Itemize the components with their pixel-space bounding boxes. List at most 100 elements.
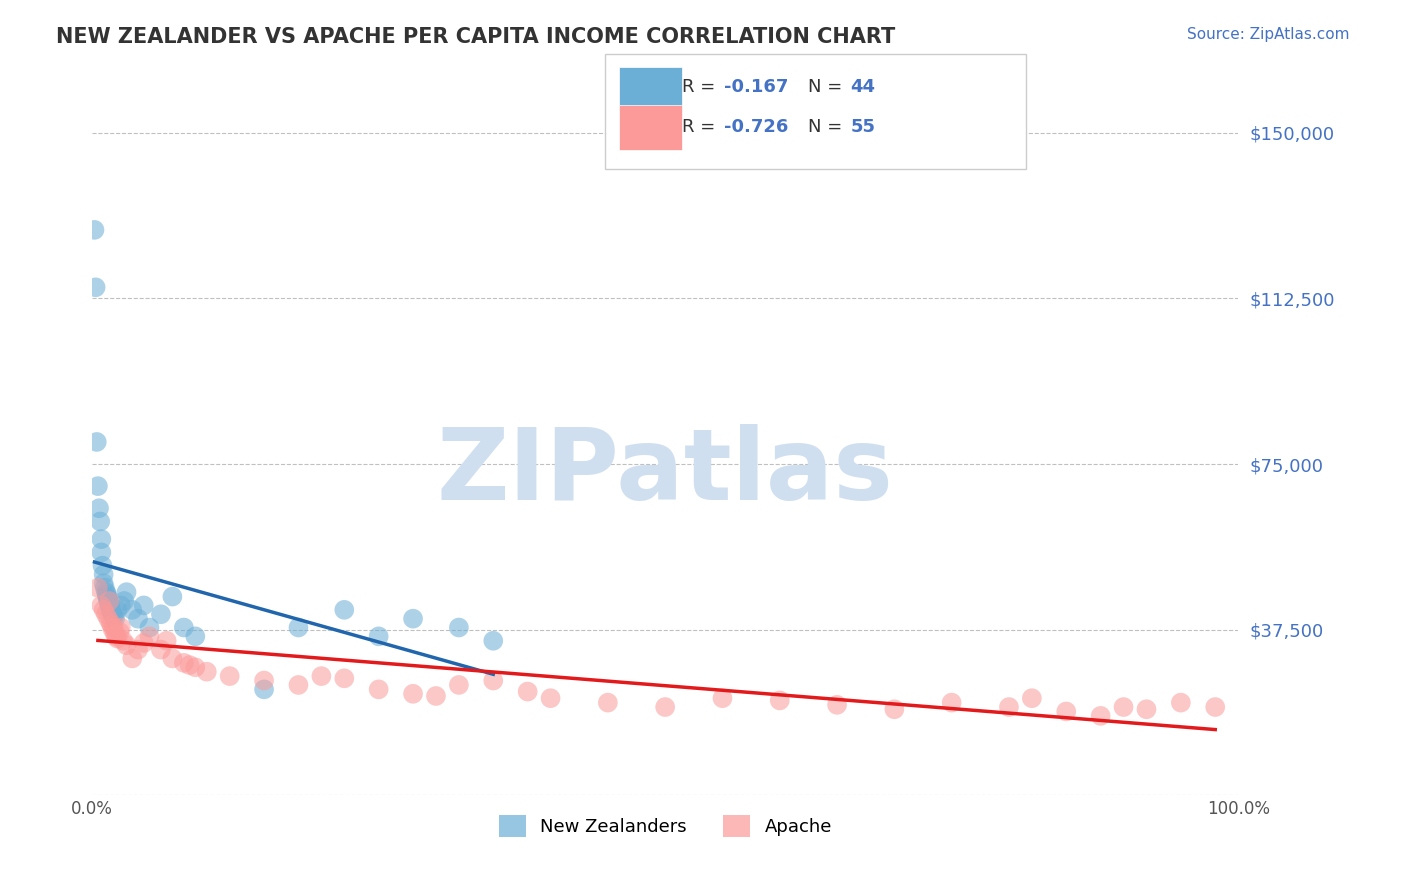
- Text: R =: R =: [682, 78, 721, 95]
- Point: [596, 696, 619, 710]
- Point: [253, 673, 276, 688]
- Point: [94, 607, 117, 622]
- Point: [482, 673, 505, 688]
- Point: [447, 678, 470, 692]
- Point: [87, 501, 110, 516]
- Point: [654, 700, 676, 714]
- Point: [540, 691, 562, 706]
- Point: [93, 603, 115, 617]
- Point: [482, 633, 505, 648]
- Point: [100, 618, 122, 632]
- Point: [516, 684, 538, 698]
- Text: Source: ZipAtlas.com: Source: ZipAtlas.com: [1187, 27, 1350, 42]
- Point: [162, 590, 184, 604]
- Point: [132, 636, 155, 650]
- Point: [105, 632, 128, 646]
- Point: [425, 689, 447, 703]
- Point: [103, 620, 125, 634]
- Text: ZIPatlas: ZIPatlas: [437, 424, 894, 521]
- Point: [127, 612, 149, 626]
- Point: [138, 620, 160, 634]
- Point: [1170, 696, 1192, 710]
- Point: [156, 633, 179, 648]
- Point: [132, 599, 155, 613]
- Legend: New Zealanders, Apache: New Zealanders, Apache: [491, 807, 839, 844]
- Point: [253, 682, 276, 697]
- Point: [287, 620, 309, 634]
- Point: [127, 642, 149, 657]
- Point: [97, 594, 120, 608]
- Point: [100, 603, 122, 617]
- Point: [83, 223, 105, 237]
- Point: [89, 515, 111, 529]
- Text: R =: R =: [682, 118, 721, 136]
- Point: [104, 627, 127, 641]
- Point: [195, 665, 218, 679]
- Point: [883, 702, 905, 716]
- Point: [98, 599, 121, 613]
- Point: [1054, 705, 1077, 719]
- Point: [149, 607, 172, 622]
- Text: 55: 55: [851, 118, 876, 136]
- Point: [1204, 700, 1226, 714]
- Point: [100, 605, 122, 619]
- Point: [98, 594, 121, 608]
- Point: [87, 581, 110, 595]
- Point: [84, 280, 107, 294]
- Point: [184, 660, 207, 674]
- Point: [110, 620, 132, 634]
- Point: [162, 651, 184, 665]
- Point: [115, 638, 138, 652]
- Point: [367, 629, 389, 643]
- Point: [998, 700, 1021, 714]
- Point: [90, 532, 112, 546]
- Point: [825, 698, 848, 712]
- Text: 44: 44: [851, 78, 876, 95]
- Point: [93, 576, 115, 591]
- Point: [121, 603, 143, 617]
- Point: [112, 594, 135, 608]
- Point: [94, 581, 117, 595]
- Point: [173, 620, 195, 634]
- Point: [103, 609, 125, 624]
- Point: [96, 587, 118, 601]
- Point: [90, 545, 112, 559]
- Point: [101, 623, 124, 637]
- Point: [100, 600, 122, 615]
- Text: -0.726: -0.726: [724, 118, 789, 136]
- Point: [97, 591, 120, 606]
- Point: [179, 658, 201, 673]
- Point: [184, 629, 207, 643]
- Point: [96, 590, 118, 604]
- Point: [138, 629, 160, 643]
- Point: [402, 687, 425, 701]
- Point: [333, 671, 356, 685]
- Point: [91, 558, 114, 573]
- Point: [110, 599, 132, 613]
- Point: [105, 603, 128, 617]
- Point: [1090, 709, 1112, 723]
- Point: [98, 596, 121, 610]
- Point: [1112, 700, 1135, 714]
- Point: [711, 691, 734, 706]
- Point: [333, 603, 356, 617]
- Point: [402, 612, 425, 626]
- Point: [87, 479, 110, 493]
- Point: [97, 612, 120, 626]
- Text: NEW ZEALANDER VS APACHE PER CAPITA INCOME CORRELATION CHART: NEW ZEALANDER VS APACHE PER CAPITA INCOM…: [56, 27, 896, 46]
- Point: [941, 696, 963, 710]
- Point: [101, 607, 124, 622]
- Point: [218, 669, 240, 683]
- Point: [94, 585, 117, 599]
- Text: N =: N =: [808, 78, 848, 95]
- Point: [90, 599, 112, 613]
- Point: [367, 682, 389, 697]
- Point: [108, 624, 131, 639]
- Point: [115, 585, 138, 599]
- Point: [93, 567, 115, 582]
- Point: [100, 616, 122, 631]
- Point: [149, 642, 172, 657]
- Point: [287, 678, 309, 692]
- Point: [1135, 702, 1157, 716]
- Point: [769, 693, 792, 707]
